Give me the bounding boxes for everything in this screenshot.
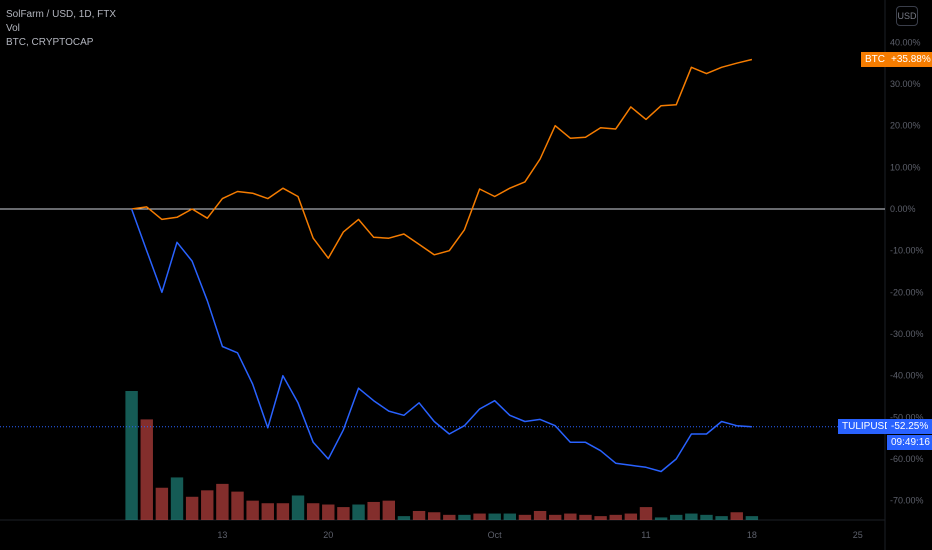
btc-value-label: +35.88% bbox=[887, 52, 932, 67]
volume-bar bbox=[745, 516, 759, 520]
x-tick-label: 18 bbox=[747, 530, 757, 540]
volume-bar bbox=[352, 504, 365, 520]
volume-bar bbox=[609, 514, 622, 520]
volume-bar bbox=[594, 516, 607, 520]
y-tick-label: 10.00% bbox=[890, 162, 921, 172]
volume-bar bbox=[715, 516, 728, 520]
volume-bar bbox=[443, 514, 456, 520]
volume-bar bbox=[564, 513, 577, 520]
volume-bar bbox=[518, 514, 532, 520]
chart-legend: SolFarm / USD, 1D, FTX Vol BTC, CRYPTOCA… bbox=[6, 8, 116, 50]
volume-bar bbox=[231, 491, 244, 520]
x-tick-label: 20 bbox=[323, 530, 333, 540]
volume-bar bbox=[458, 514, 471, 520]
volume-bar bbox=[382, 500, 395, 520]
volume-bar bbox=[700, 514, 713, 520]
volume-bar bbox=[201, 490, 214, 520]
volume-bar bbox=[624, 513, 638, 520]
x-tick-label: 11 bbox=[641, 530, 650, 540]
legend-compare-symbol[interactable]: BTC, CRYPTOCAP bbox=[6, 37, 94, 48]
volume-bar bbox=[246, 500, 259, 520]
volume-bar bbox=[503, 513, 517, 520]
y-tick-label: 20.00% bbox=[890, 121, 921, 131]
y-tick-label: 0.00% bbox=[890, 204, 916, 214]
volume-bar bbox=[397, 516, 411, 520]
volume-bar bbox=[488, 513, 501, 520]
volume-bar bbox=[639, 507, 653, 520]
volume-bar bbox=[533, 510, 547, 520]
currency-button[interactable]: USD bbox=[896, 6, 918, 26]
legend-main-symbol[interactable]: SolFarm / USD, 1D, FTX bbox=[6, 9, 117, 20]
volume-bar bbox=[306, 503, 320, 520]
volume-bar bbox=[579, 514, 592, 520]
tulip-series-line bbox=[130, 208, 752, 473]
volume-bar bbox=[427, 512, 441, 520]
btc-series-label: BTC bbox=[861, 52, 889, 67]
y-tick-label: -60.00% bbox=[890, 454, 924, 464]
x-tick-label: 13 bbox=[217, 530, 227, 540]
y-tick-label: 30.00% bbox=[890, 79, 921, 89]
y-tick-label: -50.00% bbox=[890, 412, 924, 422]
volume-bar bbox=[412, 510, 426, 520]
y-tick-label: -40.00% bbox=[890, 371, 924, 381]
bar-countdown-label: 09:49:16 bbox=[887, 434, 932, 450]
volume-bar bbox=[654, 517, 668, 520]
y-tick-label: -10.00% bbox=[890, 246, 924, 256]
tulip-value-label: -52.25% bbox=[887, 419, 932, 435]
btc-series-line bbox=[131, 58, 753, 259]
tulip-series-label: TULIPUSD bbox=[838, 419, 896, 435]
volume-bar bbox=[549, 514, 562, 520]
volume-bar bbox=[216, 483, 229, 520]
x-tick-label: Oct bbox=[488, 530, 503, 540]
legend-volume[interactable]: Vol bbox=[6, 23, 20, 34]
volume-bar bbox=[670, 514, 683, 520]
volume-bar bbox=[155, 487, 169, 520]
volume-bar bbox=[276, 503, 290, 520]
volume-bar bbox=[261, 503, 274, 520]
y-tick-label: -30.00% bbox=[890, 329, 924, 339]
volume-bar bbox=[140, 419, 153, 520]
y-tick-label: 40.00% bbox=[890, 37, 921, 47]
volume-bar bbox=[685, 513, 698, 520]
y-tick-label: -70.00% bbox=[890, 496, 924, 506]
volume-bar bbox=[322, 504, 335, 520]
volume-bar bbox=[473, 513, 486, 520]
volume-bar bbox=[170, 477, 184, 520]
x-tick-label: 25 bbox=[853, 530, 863, 540]
volume-bar bbox=[125, 391, 138, 520]
volume-bar bbox=[337, 507, 350, 520]
volume-bar bbox=[185, 496, 199, 520]
volume-bar bbox=[367, 501, 380, 520]
y-tick-label: -20.00% bbox=[890, 287, 924, 297]
volume-bar bbox=[291, 495, 305, 520]
volume-bar bbox=[730, 512, 743, 520]
